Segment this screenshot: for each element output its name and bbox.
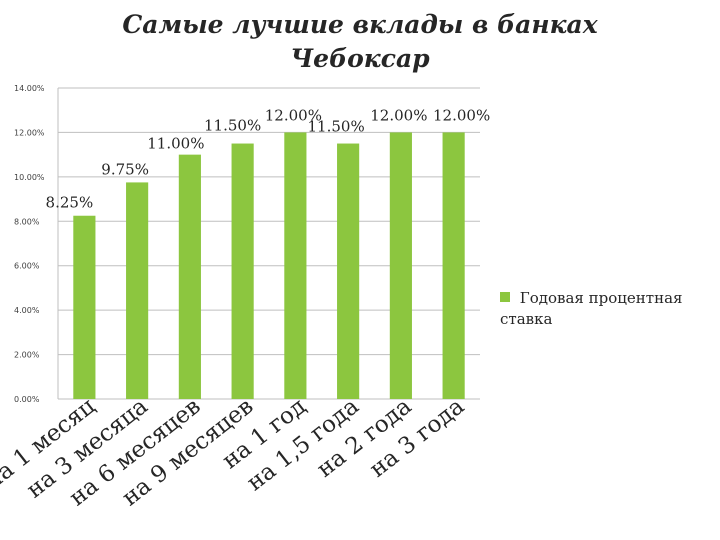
data-label: 12.00%: [370, 106, 427, 124]
y-tick-label: 12.00%: [14, 128, 45, 137]
legend-label: Годовая процентная ставка: [500, 289, 683, 328]
data-label: 11.50%: [204, 117, 261, 135]
bar: [389, 132, 412, 399]
bar: [337, 143, 360, 399]
y-tick-label: 10.00%: [14, 173, 45, 182]
bar: [284, 132, 307, 399]
data-label: 9.75%: [101, 160, 149, 178]
y-tick-label: 6.00%: [14, 262, 40, 271]
bar: [126, 182, 149, 399]
data-label: 12.00%: [265, 106, 322, 124]
data-label: 8.25%: [46, 194, 94, 212]
y-tick-label: 8.00%: [14, 217, 40, 226]
bar: [73, 215, 96, 399]
data-label: 11.50%: [308, 118, 365, 136]
bar: [442, 132, 465, 399]
chart-title-line-1: Самые лучшие вклады в банках: [122, 10, 598, 39]
y-tick-label: 14.00%: [14, 84, 45, 93]
chart-legend: Годовая процентная ставка: [500, 288, 715, 330]
bar: [178, 154, 201, 399]
data-label: 12.00%: [433, 106, 490, 124]
y-tick-label: 2.00%: [14, 351, 40, 360]
data-label: 11.00%: [147, 135, 204, 153]
y-tick-label: 4.00%: [14, 306, 40, 315]
bar: [231, 143, 254, 399]
chart-title-line-2: Чебоксар: [290, 44, 430, 73]
legend-swatch: [500, 292, 510, 302]
y-tick-label: 0.00%: [14, 395, 40, 404]
